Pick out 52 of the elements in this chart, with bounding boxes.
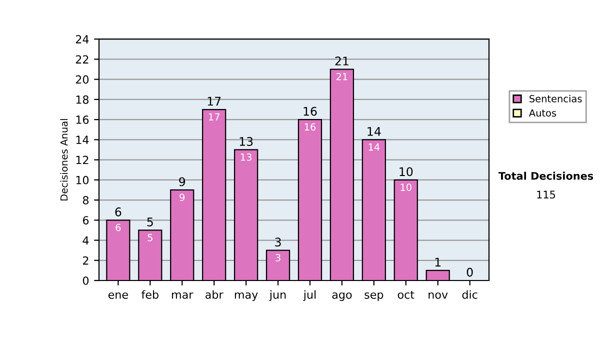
y-tick-label: 10 — [76, 176, 89, 184]
data-label: 21 — [336, 72, 348, 80]
total-label: 3 — [275, 238, 281, 247]
y-tick-label: 0 — [82, 276, 89, 285]
data-label: 6 — [116, 224, 121, 232]
y-tick-label: 2 — [83, 256, 88, 265]
text: 115 — [537, 190, 556, 199]
total-label: 13 — [240, 137, 253, 146]
total-label: 5 — [147, 218, 153, 226]
x-tick-label: mar — [172, 292, 194, 299]
total-label: 17 — [208, 96, 221, 106]
x-tick-label: dic — [462, 290, 478, 299]
data-label: 9 — [180, 194, 185, 202]
data-label: 14 — [368, 144, 380, 151]
total-label: 10 — [400, 167, 413, 176]
x-tick-label: sep — [364, 292, 384, 301]
total-label: 14 — [368, 127, 381, 136]
data-label: 17 — [208, 113, 220, 120]
x-tick-label: jul — [303, 290, 316, 301]
y-tick-label: 6 — [82, 216, 89, 225]
y-tick-label: 12 — [76, 156, 88, 164]
y-tick-label: 24 — [76, 35, 89, 44]
x-tick-label: nov — [428, 292, 448, 299]
x-tick-label: abr — [206, 290, 224, 299]
x-tick-label: jun — [269, 290, 286, 301]
data-label: 16 — [304, 123, 316, 131]
x-tick-label: oct — [398, 290, 414, 299]
total-label: 16 — [304, 106, 317, 116]
data-label: 3 — [276, 254, 280, 262]
x-tick-label: feb — [142, 290, 158, 299]
y-tick-label: 4 — [82, 236, 89, 244]
y-tick-label: 22 — [76, 55, 88, 64]
legend-label: Sentencias — [530, 94, 582, 102]
total-label: 0 — [466, 268, 473, 277]
y-tick-label: 8 — [82, 196, 89, 204]
y-tick-label: 18 — [76, 95, 89, 104]
y-tick-label: 14 — [76, 136, 89, 144]
x-tick-label: ago — [332, 292, 352, 301]
legend-label: Autos — [528, 109, 556, 117]
total-label: 6 — [115, 207, 122, 216]
data-label: 10 — [400, 184, 412, 191]
text: Total Decisiones — [498, 172, 594, 180]
x-tick-label: may — [234, 292, 258, 301]
y-tick-label: 20 — [76, 75, 89, 84]
data-label: 13 — [240, 153, 252, 161]
y-tick-label: 16 — [76, 116, 89, 124]
total-label: 21 — [335, 56, 348, 66]
total-label: 1 — [435, 258, 441, 266]
total-label: 9 — [179, 177, 186, 186]
data-label: 5 — [148, 234, 152, 242]
x-tick-label: ene — [108, 292, 128, 299]
y-axis-title: Decisiones Anual — [60, 119, 68, 200]
